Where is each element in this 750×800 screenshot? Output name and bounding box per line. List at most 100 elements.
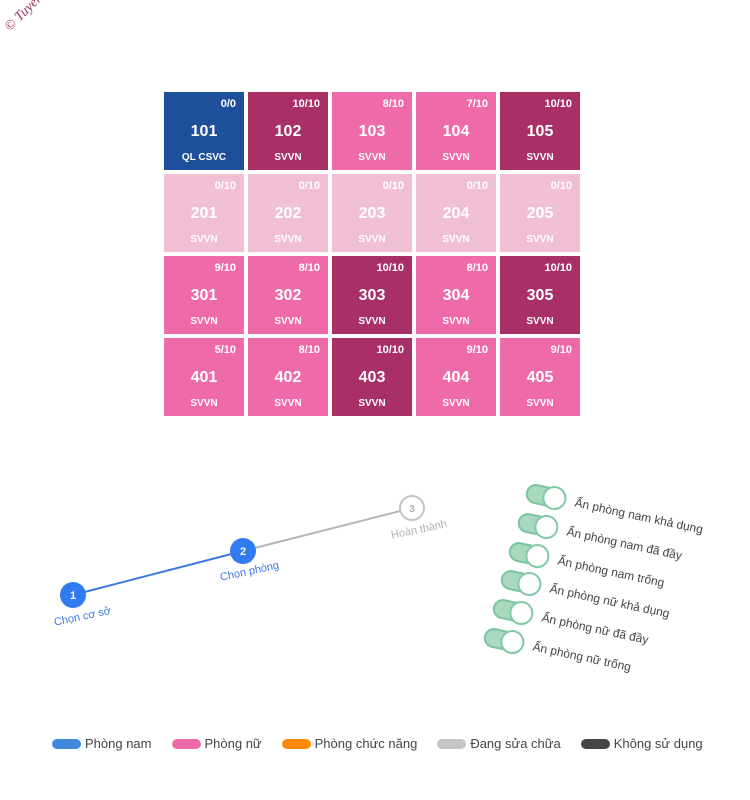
room-tile-302[interactable]: 8/10 302 SVVN	[248, 256, 328, 334]
room-tile-404[interactable]: 9/10 404 SVVN	[416, 338, 496, 416]
room-type: SVVN	[358, 234, 386, 245]
legend-swatch	[580, 738, 610, 749]
room-number: 302	[274, 287, 302, 304]
room-number: 403	[358, 369, 386, 386]
toggle-switch[interactable]	[515, 511, 561, 542]
room-tile-105[interactable]: 10/10 105 SVVN	[500, 92, 580, 170]
room-tile-303[interactable]: 10/10 303 SVVN	[332, 256, 412, 334]
toggle-knob	[507, 598, 536, 628]
toggle-switch[interactable]	[506, 540, 552, 571]
room-occupancy: 10/10	[376, 344, 404, 356]
room-type: SVVN	[358, 152, 386, 163]
toggle-switch[interactable]	[523, 482, 569, 513]
room-occupancy: 7/10	[466, 98, 488, 110]
toggle-label: Ẩn phòng nữ trống	[531, 639, 633, 675]
room-number: 402	[274, 369, 302, 386]
room-type: SVVN	[526, 398, 554, 409]
room-type: SVVN	[358, 316, 386, 327]
legend-label: Phòng nữ	[204, 736, 262, 751]
room-tile-202[interactable]: 0/10 202 SVVN	[248, 174, 328, 252]
legend-label: Không sử dụng	[613, 736, 703, 751]
legend: Phòng nam Phòng nữ Phòng chức năng Đang …	[52, 736, 723, 751]
toggle-knob	[540, 483, 569, 513]
room-type: SVVN	[358, 398, 386, 409]
room-occupancy: 10/10	[376, 262, 404, 274]
room-type: SVVN	[442, 234, 470, 245]
room-number: 401	[190, 369, 218, 386]
toggle-switch[interactable]	[490, 597, 536, 628]
room-tile-305[interactable]: 10/10 305 SVVN	[500, 256, 580, 334]
toggle-switch[interactable]	[498, 568, 544, 599]
room-number: 104	[442, 123, 470, 140]
room-tile-104[interactable]: 7/10 104 SVVN	[416, 92, 496, 170]
room-tile-304[interactable]: 8/10 304 SVVN	[416, 256, 496, 334]
room-number: 101	[190, 123, 218, 140]
room-number: 303	[358, 287, 386, 304]
room-tile-401[interactable]: 5/10 401 SVVN	[164, 338, 244, 416]
toggle-switch[interactable]	[481, 626, 527, 657]
room-type: SVVN	[190, 316, 218, 327]
room-tile-301[interactable]: 9/10 301 SVVN	[164, 256, 244, 334]
legend-item-function: Phòng chức năng	[281, 736, 418, 751]
toggle-knob	[515, 569, 544, 599]
legend-swatch	[52, 738, 81, 749]
room-tile-205[interactable]: 0/10 205 SVVN	[500, 174, 580, 252]
room-number: 205	[526, 205, 554, 222]
room-occupancy: 9/10	[550, 344, 572, 356]
room-occupancy: 0/10	[550, 180, 572, 192]
room-tile-102[interactable]: 10/10 102 SVVN	[248, 92, 328, 170]
room-number: 102	[274, 123, 302, 140]
room-tile-405[interactable]: 9/10 405 SVVN	[500, 338, 580, 416]
room-type: SVVN	[526, 152, 554, 163]
room-occupancy: 0/10	[298, 180, 320, 192]
room-number: 304	[442, 287, 470, 304]
legend-item-male: Phòng nam	[52, 736, 152, 751]
room-type: SVVN	[274, 398, 302, 409]
room-tile-402[interactable]: 8/10 402 SVVN	[248, 338, 328, 416]
legend-label: Phòng nam	[85, 736, 152, 751]
toggle-knob	[523, 541, 552, 571]
room-number: 301	[190, 287, 218, 304]
room-tile-203[interactable]: 0/10 203 SVVN	[332, 174, 412, 252]
room-tile-201[interactable]: 0/10 201 SVVN	[164, 174, 244, 252]
room-type: SVVN	[190, 234, 218, 245]
room-occupancy: 9/10	[214, 262, 236, 274]
room-tile-403[interactable]: 10/10 403 SVVN	[332, 338, 412, 416]
room-tile-101[interactable]: 0/0 101 QL CSVC	[164, 92, 244, 170]
room-type: SVVN	[274, 234, 302, 245]
room-type: SVVN	[274, 152, 302, 163]
room-occupancy: 8/10	[298, 344, 320, 356]
legend-item-repair: Đang sửa chữa	[437, 736, 561, 751]
room-tile-204[interactable]: 0/10 204 SVVN	[416, 174, 496, 252]
legend-swatch	[171, 738, 201, 749]
room-occupancy: 8/10	[466, 262, 488, 274]
room-number: 305	[526, 287, 554, 304]
room-number: 103	[358, 123, 386, 140]
room-occupancy: 0/0	[220, 98, 236, 110]
room-occupancy: 0/10	[466, 180, 488, 192]
legend-label: Đang sửa chữa	[470, 736, 561, 751]
room-grid: 0/0 101 QL CSVC 10/10 102 SVVN 8/10 103 SVVN 7/10…	[164, 92, 584, 416]
toggle-knob	[498, 627, 527, 657]
legend-item-female: Phòng nữ	[171, 736, 262, 751]
room-number: 201	[190, 205, 218, 222]
room-number: 202	[274, 205, 302, 222]
legend-label: Phòng chức năng	[314, 736, 418, 751]
legend-swatch	[437, 738, 467, 749]
room-type: SVVN	[442, 316, 470, 327]
room-occupancy: 5/10	[214, 344, 236, 356]
room-number: 404	[442, 369, 470, 386]
legend-swatch	[281, 738, 311, 749]
room-tile-103[interactable]: 8/10 103 SVVN	[332, 92, 412, 170]
room-occupancy: 10/10	[544, 98, 572, 110]
room-occupancy: 9/10	[466, 344, 488, 356]
room-type: SVVN	[526, 234, 554, 245]
room-type: SVVN	[274, 316, 302, 327]
room-occupancy: 0/10	[214, 180, 236, 192]
room-type: SVVN	[442, 152, 470, 163]
toggle-knob	[532, 512, 561, 542]
room-occupancy: 8/10	[298, 262, 320, 274]
room-occupancy: 8/10	[382, 98, 404, 110]
room-type: QL CSVC	[181, 152, 227, 163]
